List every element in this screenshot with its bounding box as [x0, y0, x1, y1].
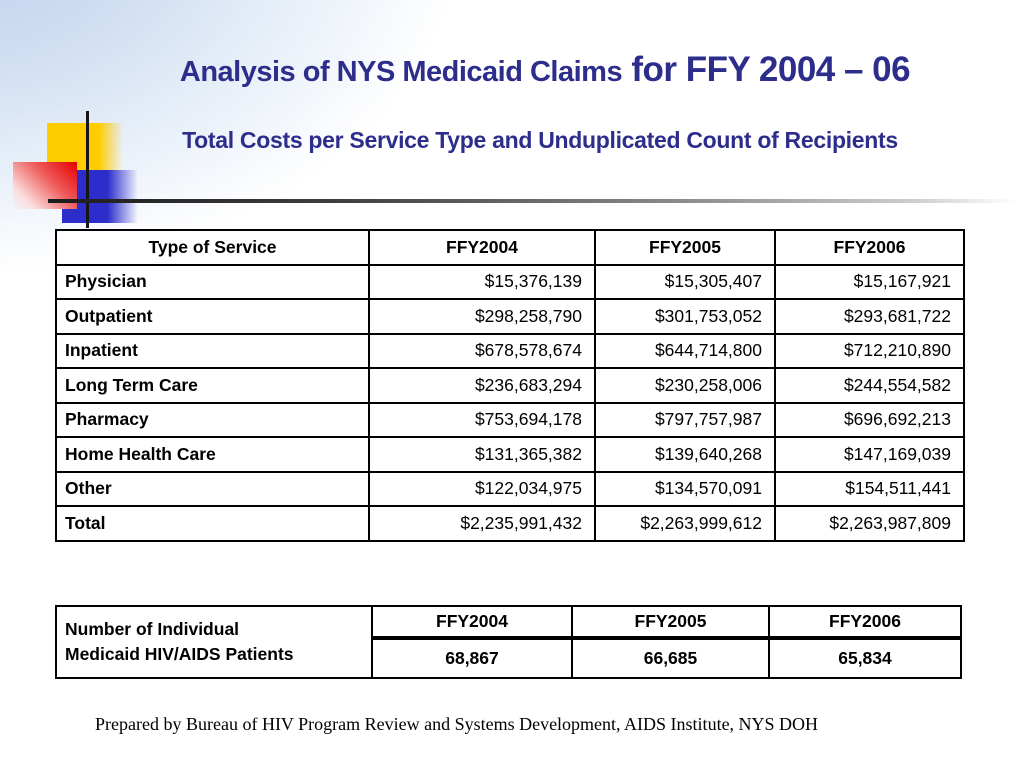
table-cell: $139,640,268 [594, 436, 776, 473]
table-cell: $230,258,006 [594, 367, 776, 404]
patients-header-ffy2005: FFY2005 [571, 605, 770, 640]
table-cell: $712,210,890 [774, 332, 965, 369]
table-cell: $2,263,987,809 [774, 505, 965, 542]
table-cell: $644,714,800 [594, 332, 776, 369]
table-row-total: Total $2,235,991,432 $2,263,999,612 $2,2… [55, 505, 965, 542]
table-row: Pharmacy $753,694,178 $797,757,987 $696,… [55, 401, 965, 438]
table-cell: $244,554,582 [774, 367, 965, 404]
patients-label-line-1: Number of Individual [65, 618, 240, 639]
table-cell: $2,235,991,432 [368, 505, 596, 542]
row-label: Inpatient [55, 332, 370, 369]
column-header-type-of-service: Type of Service [55, 229, 370, 266]
table-cell: $298,258,790 [368, 298, 596, 335]
patients-table-value-row: 68,867 66,685 65,834 [56, 637, 962, 679]
row-label: Long Term Care [55, 367, 370, 404]
table-cell: $753,694,178 [368, 401, 596, 438]
table-cell: $797,757,987 [594, 401, 776, 438]
table-row: Physician $15,376,139 $15,305,407 $15,16… [55, 263, 965, 300]
table-row: Outpatient $298,258,790 $301,753,052 $29… [55, 298, 965, 335]
table-cell: $678,578,674 [368, 332, 596, 369]
table-cell: $134,570,091 [594, 470, 776, 507]
row-label: Pharmacy [55, 401, 370, 438]
column-header-ffy2005: FFY2005 [594, 229, 776, 266]
patients-header-ffy2006: FFY2006 [768, 605, 962, 640]
table-row: Home Health Care $131,365,382 $139,640,2… [55, 436, 965, 473]
row-label: Physician [55, 263, 370, 300]
table-row: Inpatient $678,578,674 $644,714,800 $712… [55, 332, 965, 369]
column-header-ffy2004: FFY2004 [368, 229, 596, 266]
table-cell: $696,692,213 [774, 401, 965, 438]
column-header-ffy2006: FFY2006 [774, 229, 965, 266]
row-label-total: Total [55, 505, 370, 542]
decor-vertical-line [86, 111, 89, 228]
table-cell: $15,305,407 [594, 263, 776, 300]
patients-table-header-row: Number of Individual Medicaid HIV/AIDS P… [55, 605, 962, 679]
table-cell: $15,376,139 [368, 263, 596, 300]
slide-title: Analysis of NYS Medicaid Claims for FFY … [100, 50, 990, 90]
patients-count-ffy2004: 68,867 [371, 637, 573, 679]
table-cell: $2,263,999,612 [594, 505, 776, 542]
footer-attribution: Prepared by Bureau of HIV Program Review… [95, 714, 819, 734]
table-cell: $293,681,722 [774, 298, 965, 335]
table-cell: $147,169,039 [774, 436, 965, 473]
table-cell: $131,365,382 [368, 436, 596, 473]
table-cell: $122,034,975 [368, 470, 596, 507]
row-label: Home Health Care [55, 436, 370, 473]
table-cell: $154,511,441 [774, 470, 965, 507]
decor-horizontal-rule [48, 199, 1015, 203]
table-cell: $236,683,294 [368, 367, 596, 404]
patients-count-ffy2005: 66,685 [571, 637, 770, 679]
table-row: Long Term Care $236,683,294 $230,258,006… [55, 367, 965, 404]
table-cell: $15,167,921 [774, 263, 965, 300]
patients-header-ffy2004: FFY2004 [371, 605, 573, 640]
table-row: Other $122,034,975 $134,570,091 $154,511… [55, 470, 965, 507]
slide-subtitle: Total Costs per Service Type and Undupli… [182, 127, 898, 153]
slide-title-main: Analysis of NYS Medicaid Claims [179, 56, 623, 88]
row-label: Other [55, 470, 370, 507]
patients-label-line-2: Medicaid HIV/AIDS Patients [65, 644, 294, 664]
cost-table-header-row: Type of Service FFY2004 FFY2005 FFY2006 [55, 229, 965, 266]
row-label: Outpatient [55, 298, 370, 335]
slide-title-year-range: for FFY 2004 – 06 [622, 50, 911, 89]
patients-count-ffy2006: 65,834 [768, 637, 962, 679]
patients-table-label: Number of Individual Medicaid HIV/AIDS P… [55, 605, 373, 679]
table-cell: $301,753,052 [594, 298, 776, 335]
cost-table: Type of Service FFY2004 FFY2005 FFY2006 … [55, 229, 965, 542]
patients-table: Number of Individual Medicaid HIV/AIDS P… [55, 605, 962, 679]
